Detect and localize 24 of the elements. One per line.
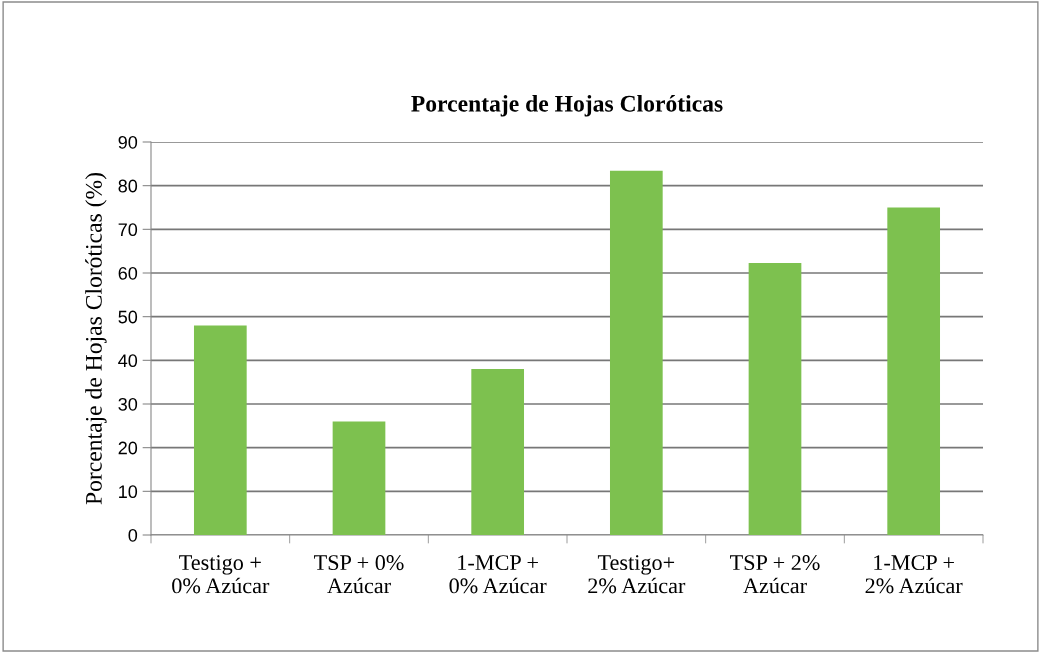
y-tick-label: 80 [118,179,138,193]
bar [471,369,525,535]
x-tick-label: TSP + 2% Azúcar [730,555,820,594]
y-tick-label: 30 [118,397,138,411]
y-tick-label: 0 [128,528,138,542]
x-tick-label: Testigo + 0% Azúcar [172,555,270,594]
bar [609,170,663,535]
y-tick-label: 20 [118,441,138,455]
x-tick-label: 1-MCP + 2% Azúcar [865,555,963,594]
x-tick-label: 1-MCP + 0% Azúcar [449,555,547,594]
y-tick-label: 90 [118,135,138,149]
y-tick-label: 70 [118,223,138,237]
y-axis-title: Porcentaje de Hojas Cloróticas (%) [85,173,107,505]
y-tick-label: 50 [118,310,138,324]
bar [887,207,941,535]
y-tick-label: 40 [118,354,138,368]
y-tick-label: 60 [118,266,138,280]
bar [332,421,386,535]
y-tick-label: 10 [119,485,138,499]
chart-title: Porcentaje de Hojas Cloróticas [411,95,723,117]
x-tick-label: TSP + 0% Azúcar [314,555,404,594]
bar [748,262,802,535]
x-tick-label: Testigo+ 2% Azúcar [588,555,686,594]
bar [193,325,247,535]
